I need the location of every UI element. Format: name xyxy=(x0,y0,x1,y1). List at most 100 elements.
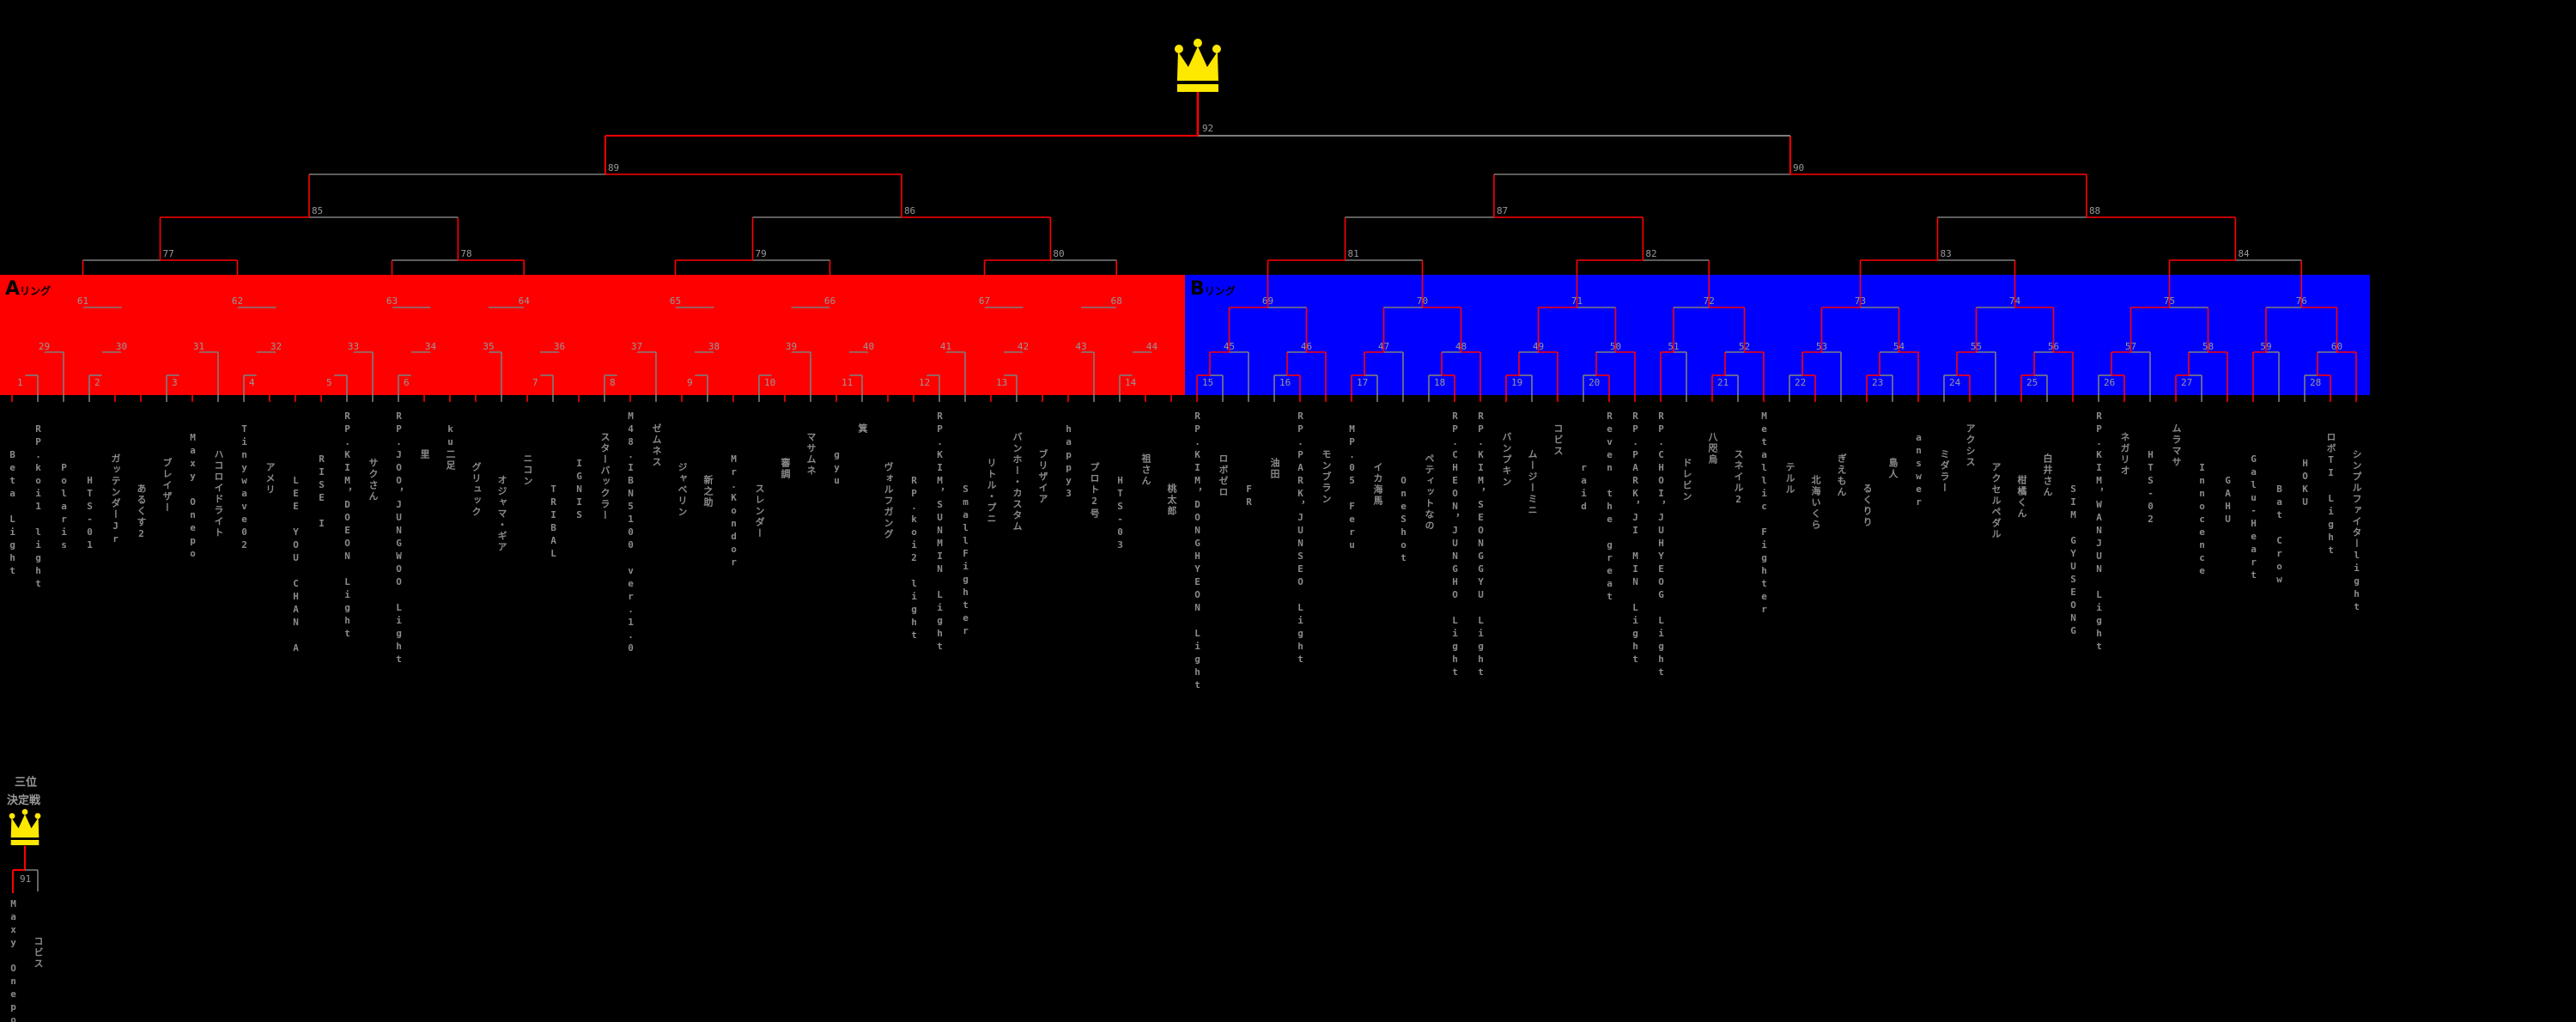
player-name: RP.koi2 light xyxy=(908,475,920,642)
player-name: アクシス xyxy=(1965,423,1976,468)
player-name: プロト2号 xyxy=(1089,462,1100,520)
player-name: ジャベリン xyxy=(677,462,688,518)
player-name: RP.KIM，DOEON Light xyxy=(342,411,353,641)
player-name: RP.PARK，JI MIN Light xyxy=(1630,411,1641,666)
match-number: 88 xyxy=(2089,205,2100,216)
player-name: 桃太郎 xyxy=(1166,484,1177,517)
third-place-crown-icon-part xyxy=(10,814,39,838)
player-name: 柑橘くん xyxy=(2016,475,2027,520)
match-number: 9 xyxy=(687,377,693,388)
third-place-right-player: コビス xyxy=(33,936,44,970)
match-number: 17 xyxy=(1357,377,1368,388)
player-name: SIM GYUSEONG xyxy=(2068,484,2079,638)
player-name: ネガリオ xyxy=(2119,432,2130,477)
player-name: マサムネ xyxy=(805,432,817,477)
champion-crown-icon-part xyxy=(1193,39,1202,47)
match-number: 87 xyxy=(1497,205,1508,216)
player-name: M48.IBN5100 ver.1.0 xyxy=(625,411,636,655)
player-name: Reven the great xyxy=(1604,411,1615,604)
match-number: 8 xyxy=(610,377,616,388)
third-place-title-line2: 決定戦 xyxy=(7,794,41,807)
match-number: 83 xyxy=(1941,248,1952,259)
player-name: 審調 xyxy=(780,458,791,480)
player-name: Innocence xyxy=(2196,462,2208,578)
player-name: ロボゼロ xyxy=(1218,453,1229,498)
match-number: 14 xyxy=(1125,377,1137,388)
player-name: オジャマ・ギア xyxy=(496,475,507,553)
match-number: 78 xyxy=(460,248,471,259)
ring-b-label: Bリング xyxy=(1190,278,1236,300)
match-number: 5 xyxy=(326,377,332,388)
player-name: MP.05 Feru xyxy=(1346,423,1358,552)
player-name: ヴォルフガング xyxy=(883,462,894,540)
player-name: RP.KIM，DONGHYEON Light xyxy=(1192,411,1203,692)
player-name: IGNIS xyxy=(574,458,585,522)
player-name: RP.KIM，SEONGGYU Light xyxy=(1475,411,1486,679)
match-number: 22 xyxy=(1795,377,1806,388)
player-name: イカ海馬 xyxy=(1372,462,1383,507)
player-name: RP.CHOI，JUHYEOG Light xyxy=(1656,411,1667,679)
player-name: シンプルファイターlight xyxy=(2351,449,2362,614)
player-name: OneShot xyxy=(1398,475,1409,565)
player-name: TRIBAL xyxy=(548,484,559,561)
player-name: 島人 xyxy=(1887,458,1899,480)
champion-crown-icon-part xyxy=(1176,46,1218,81)
match-number: 7 xyxy=(532,377,538,388)
match-number: 84 xyxy=(2238,248,2250,259)
third-place-crown-icon-part xyxy=(9,812,15,819)
ring-a-suffix: リング xyxy=(20,285,52,297)
player-name: LEE YOU CHAN A xyxy=(290,475,301,655)
match-number: 20 xyxy=(1589,377,1600,388)
match-number: 13 xyxy=(996,377,1007,388)
player-name: Beta Light xyxy=(7,449,18,578)
match-number: 23 xyxy=(1872,377,1883,388)
player-name: テルル xyxy=(1784,462,1795,496)
match-number: 1 xyxy=(17,377,23,388)
player-name: ミダラー xyxy=(1939,449,1950,494)
player-name: HTS-02 xyxy=(2145,449,2156,526)
match-number: 4 xyxy=(249,377,255,388)
third-place-title-line1: 三位 xyxy=(15,776,38,789)
player-name: ペティットなの xyxy=(1424,453,1435,532)
player-name: raid xyxy=(1578,462,1589,514)
player-name: るくりり xyxy=(1862,484,1873,528)
champion-crown-icon-part xyxy=(1212,45,1221,53)
match-number: 82 xyxy=(1645,248,1656,259)
champion-crown-icon-part xyxy=(1174,45,1183,53)
player-name: HOKU xyxy=(2300,458,2311,509)
ring-b-letter: B xyxy=(1190,278,1205,300)
player-name: Mr.Kondor xyxy=(728,453,739,569)
ring-b-block xyxy=(1185,275,2370,395)
player-name: グリュック xyxy=(471,462,482,518)
match-number: 80 xyxy=(1053,248,1064,259)
player-name: ゼムネス xyxy=(651,423,662,468)
match-number: 24 xyxy=(1949,377,1961,388)
player-name: ブリザイア xyxy=(1037,449,1048,505)
player-name: 八咫烏 xyxy=(1707,432,1718,465)
player-name: アクセルペダル xyxy=(1990,462,2002,540)
player-name: HTS-01 xyxy=(84,475,95,552)
player-name: ガッテンダーJr xyxy=(110,453,121,546)
player-name: スレンダー xyxy=(754,484,765,539)
player-name: Metallic Fighter xyxy=(1759,411,1770,617)
player-name: 里 xyxy=(419,449,430,460)
match-number: 91 xyxy=(20,873,31,885)
player-name: アメリ xyxy=(264,462,276,496)
player-name: ロボTI Light xyxy=(2325,432,2336,557)
player-name: サクさん xyxy=(368,458,379,502)
ring-a-label: Aリング xyxy=(5,278,51,300)
match-number: 3 xyxy=(172,377,178,388)
player-name: ぎえもん xyxy=(1836,453,1847,498)
player-name: ku二足 xyxy=(445,423,456,471)
match-number: 28 xyxy=(2310,377,2321,388)
match-number: 21 xyxy=(1717,377,1728,388)
third-place-crown-icon-part xyxy=(10,840,39,846)
player-name: ハコロイドライト xyxy=(213,449,224,538)
player-name: 白井さん xyxy=(2042,453,2053,498)
match-number: 77 xyxy=(163,248,174,259)
match-number: 19 xyxy=(1511,377,1522,388)
match-number: 25 xyxy=(2026,377,2038,388)
match-number: 27 xyxy=(2181,377,2192,388)
